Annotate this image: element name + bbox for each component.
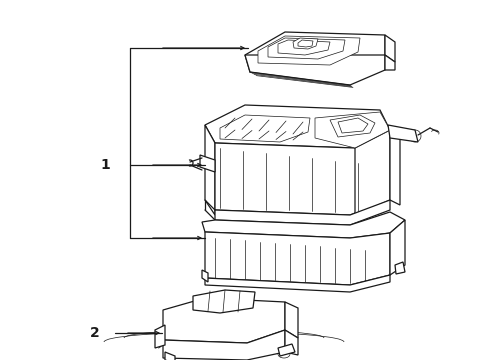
Polygon shape <box>355 130 390 215</box>
Polygon shape <box>205 105 390 148</box>
Polygon shape <box>395 262 405 274</box>
Polygon shape <box>268 38 345 59</box>
Polygon shape <box>385 55 395 70</box>
Polygon shape <box>390 130 400 205</box>
Polygon shape <box>205 232 390 285</box>
Polygon shape <box>205 275 390 292</box>
Polygon shape <box>163 298 285 343</box>
Polygon shape <box>285 302 298 338</box>
Polygon shape <box>293 38 318 49</box>
Polygon shape <box>385 35 395 62</box>
Polygon shape <box>245 32 385 75</box>
Polygon shape <box>202 212 405 238</box>
Polygon shape <box>200 155 215 172</box>
Polygon shape <box>315 112 390 148</box>
Polygon shape <box>245 55 385 85</box>
Polygon shape <box>220 115 310 142</box>
Polygon shape <box>155 325 165 348</box>
Polygon shape <box>278 344 295 356</box>
Polygon shape <box>285 330 298 355</box>
Polygon shape <box>193 290 255 313</box>
Polygon shape <box>202 270 208 282</box>
Polygon shape <box>165 352 175 360</box>
Polygon shape <box>215 143 390 215</box>
Text: 1: 1 <box>100 158 110 172</box>
Text: 2: 2 <box>90 326 100 340</box>
Polygon shape <box>330 115 375 137</box>
Polygon shape <box>278 40 330 55</box>
Polygon shape <box>163 330 285 360</box>
Polygon shape <box>298 40 313 47</box>
Polygon shape <box>215 200 390 225</box>
Polygon shape <box>258 36 360 65</box>
Polygon shape <box>338 118 368 133</box>
Polygon shape <box>388 125 418 142</box>
Polygon shape <box>205 125 215 215</box>
Polygon shape <box>390 220 405 275</box>
